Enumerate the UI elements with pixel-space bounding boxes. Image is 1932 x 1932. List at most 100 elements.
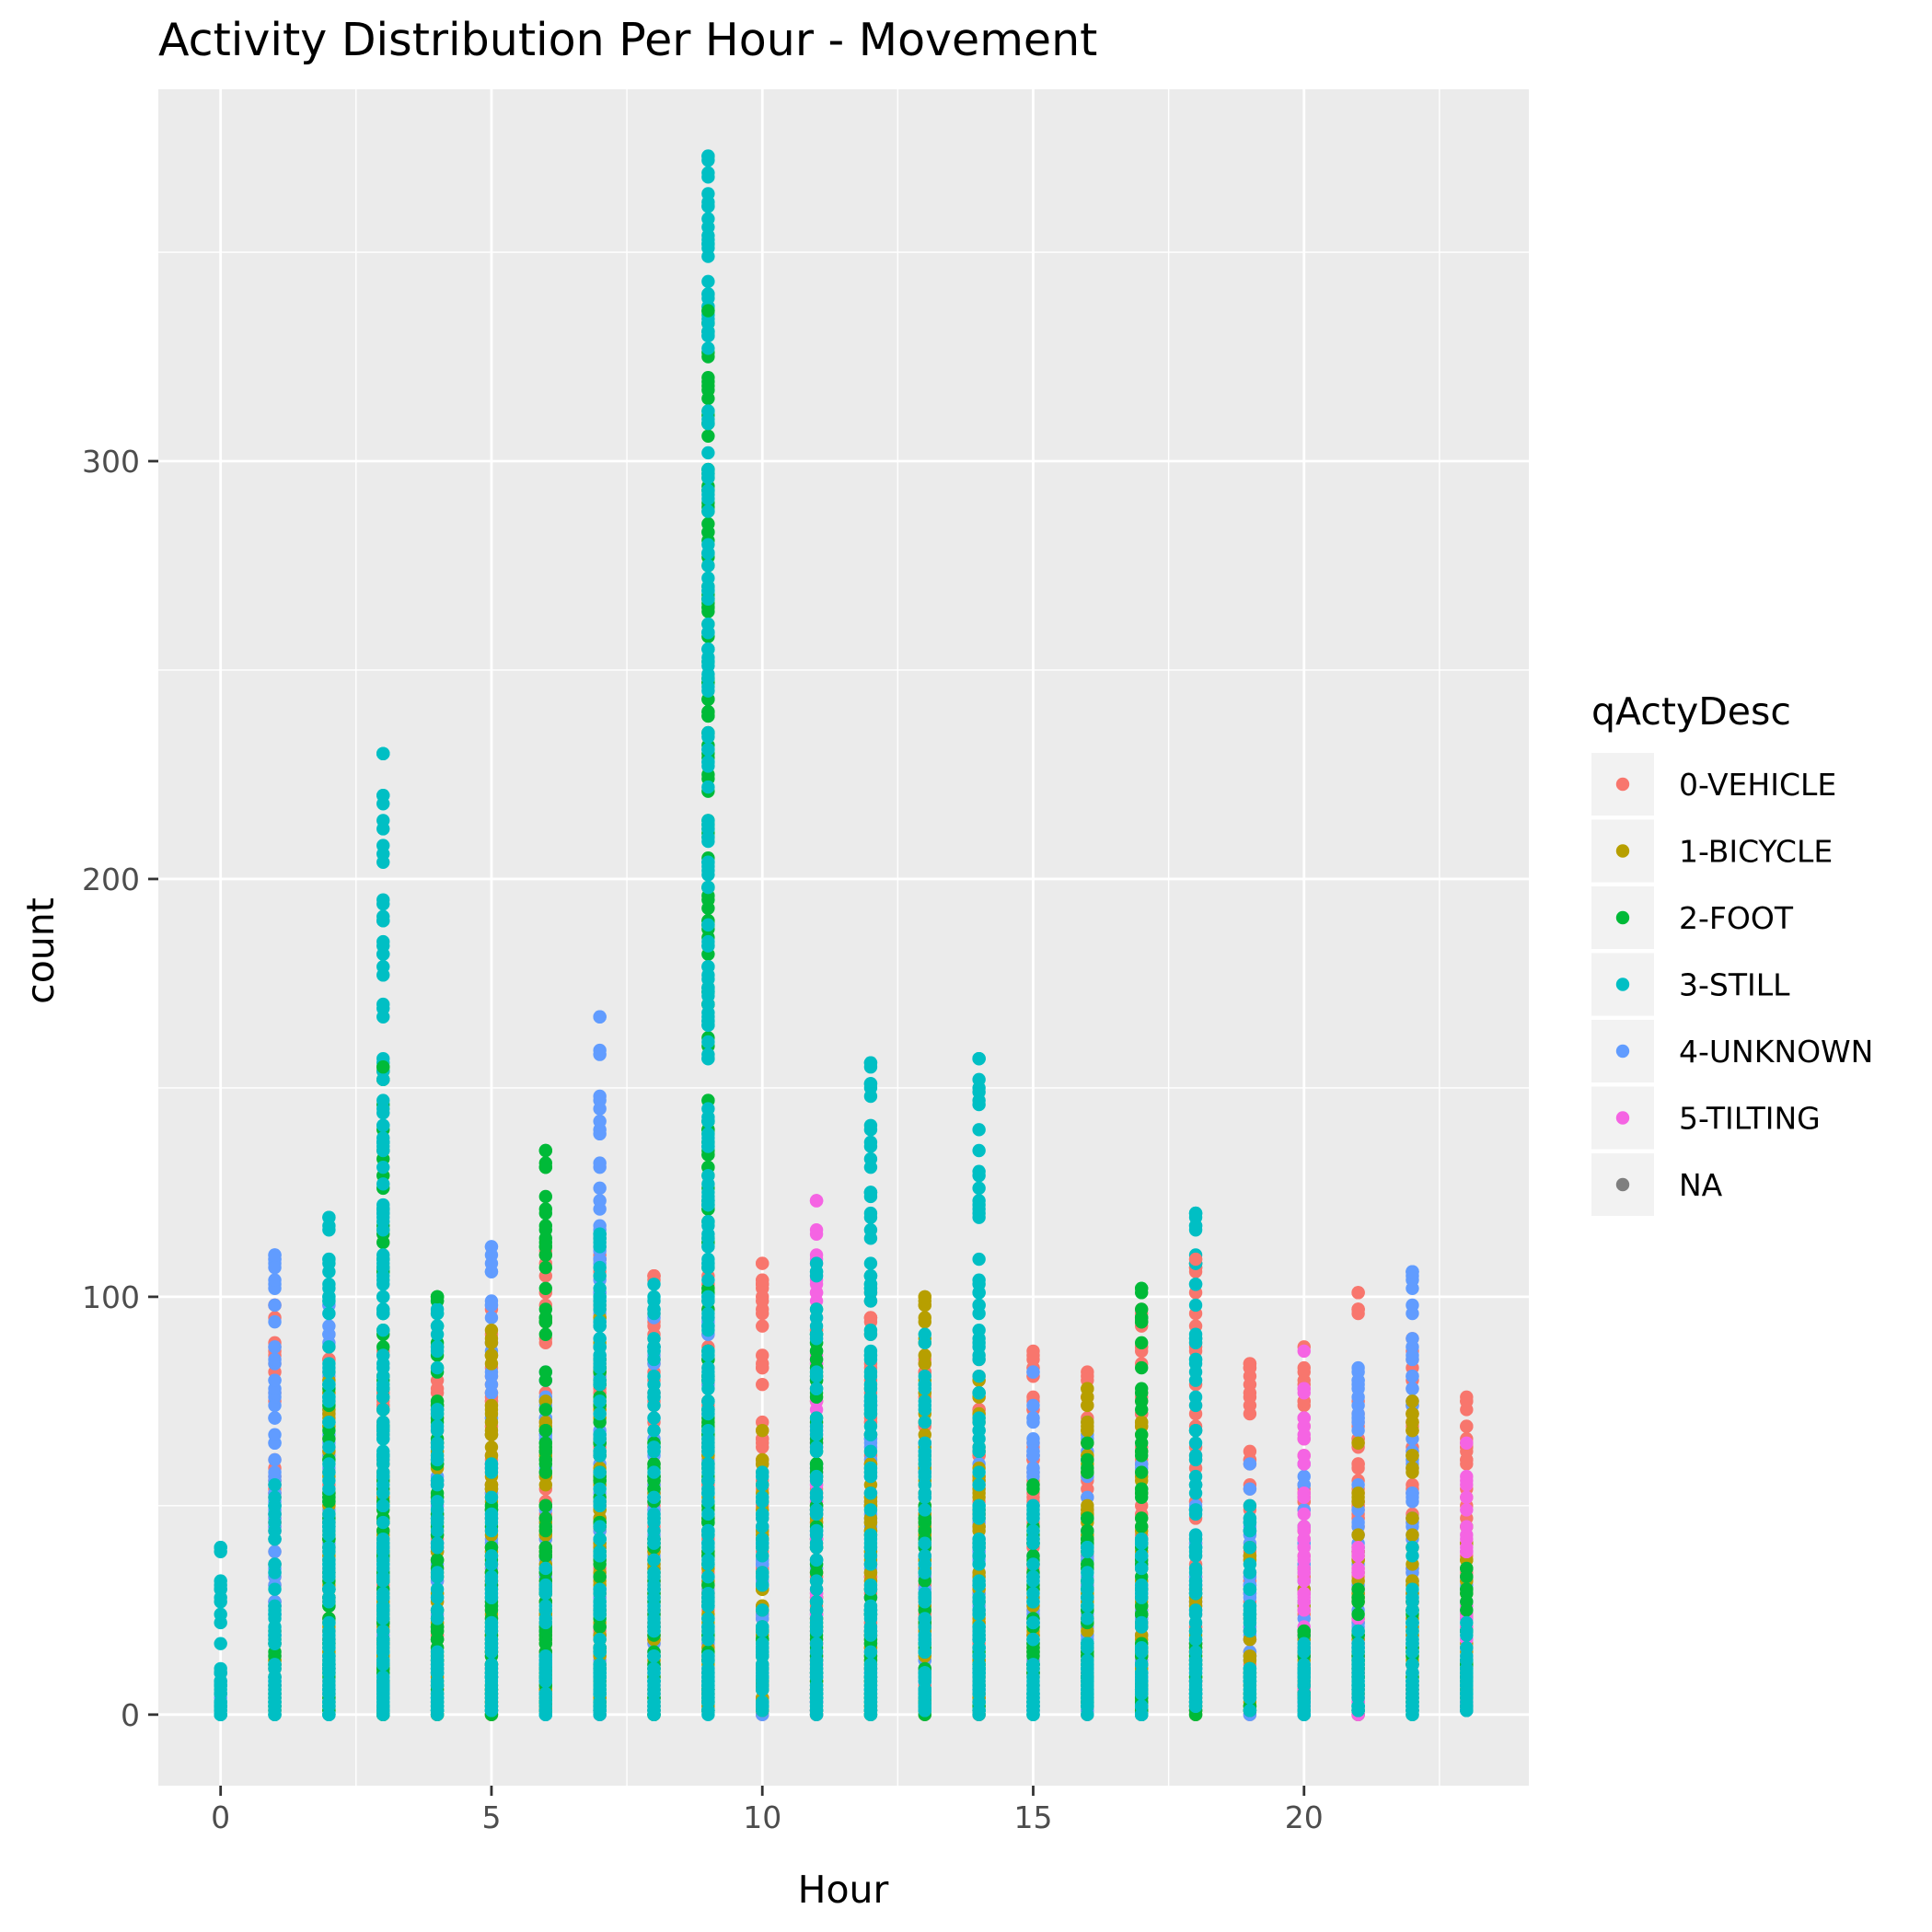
- data-point: [809, 1382, 824, 1395]
- data-point: [593, 1319, 607, 1333]
- data-point: [214, 1591, 227, 1604]
- data-point: [1134, 1336, 1149, 1350]
- data-point: [863, 1186, 878, 1199]
- data-point: [701, 725, 715, 740]
- data-point: [376, 1645, 390, 1659]
- data-point: [809, 1428, 824, 1441]
- data-point: [863, 1487, 878, 1500]
- data-point: [1081, 1452, 1094, 1467]
- data-point: [538, 1189, 553, 1204]
- data-point: [809, 1637, 824, 1650]
- data-point: [647, 1302, 661, 1316]
- data-point: [701, 671, 715, 686]
- data-point: [376, 897, 390, 911]
- data-point: [701, 416, 715, 431]
- data-point: [1026, 1449, 1040, 1463]
- data-point: [1406, 1332, 1419, 1346]
- data-point: [1026, 1645, 1040, 1659]
- data-point: [863, 1582, 878, 1596]
- data-point: [809, 1411, 824, 1425]
- data-point: [701, 1406, 715, 1421]
- data-point: [593, 1181, 607, 1196]
- data-point: [376, 1432, 390, 1446]
- data-point: [809, 1574, 824, 1588]
- data-point: [538, 1160, 553, 1174]
- data-point: [484, 1298, 499, 1313]
- data-point: [647, 1290, 661, 1304]
- data-point: [376, 947, 390, 961]
- data-point: [484, 1311, 499, 1325]
- data-point: [647, 1615, 661, 1630]
- data-point: [701, 1586, 715, 1601]
- data-point: [593, 1194, 607, 1208]
- data-point: [1297, 1541, 1311, 1555]
- data-point: [863, 1465, 878, 1479]
- data-point: [701, 1365, 715, 1379]
- data-point: [647, 1566, 661, 1579]
- data-point: [918, 1523, 931, 1538]
- data-point: [593, 1465, 607, 1479]
- data-point: [863, 1118, 878, 1132]
- data-point: [484, 1574, 499, 1588]
- data-point: [214, 1607, 227, 1622]
- data-point: [1351, 1528, 1365, 1542]
- data-point: [376, 1010, 390, 1024]
- data-point: [376, 1457, 390, 1471]
- data-point: [647, 1649, 661, 1663]
- data-point: [484, 1465, 499, 1479]
- data-point: [484, 1386, 499, 1400]
- data-point: [701, 863, 715, 878]
- data-point: [701, 1465, 715, 1479]
- data-point: [1351, 1306, 1365, 1321]
- data-point: [1243, 1649, 1257, 1663]
- data-point: [701, 1348, 715, 1362]
- data-point: [647, 1582, 661, 1596]
- data-point: [1406, 1298, 1419, 1313]
- data-point: [1460, 1532, 1474, 1546]
- data-point: [756, 1603, 769, 1617]
- data-point: [593, 1268, 607, 1283]
- data-point: [538, 1327, 553, 1341]
- data-point: [376, 1624, 390, 1638]
- data-point: [1081, 1511, 1094, 1525]
- data-point: [593, 1549, 607, 1563]
- data-point: [1297, 1507, 1311, 1521]
- data-point: [1134, 1511, 1149, 1525]
- data-point: [376, 1223, 390, 1237]
- data-point: [701, 187, 715, 201]
- data-point: [701, 504, 715, 518]
- data-point: [322, 1440, 336, 1454]
- data-point: [1026, 1432, 1040, 1446]
- data-point: [756, 1348, 769, 1362]
- data-point: [430, 1452, 445, 1467]
- data-point: [701, 1649, 715, 1663]
- data-point: [701, 1495, 715, 1509]
- data-point: [538, 1612, 553, 1625]
- data-point: [268, 1314, 282, 1329]
- data-point: [322, 1541, 336, 1555]
- data-point: [593, 1373, 607, 1387]
- data-point: [1297, 1344, 1311, 1359]
- data-point: [484, 1637, 499, 1650]
- data-point: [322, 1390, 336, 1405]
- data-point: [701, 709, 715, 723]
- data-point: [430, 1603, 445, 1617]
- data-point: [701, 1507, 715, 1521]
- data-point: [484, 1490, 499, 1504]
- data-point: [701, 968, 715, 982]
- data-point: [538, 1465, 553, 1479]
- data-point: [756, 1578, 769, 1592]
- data-point: [1460, 1490, 1474, 1504]
- data-point: [809, 1440, 824, 1454]
- data-point: [538, 1260, 553, 1275]
- data-point: [1460, 1436, 1474, 1450]
- data-point: [701, 525, 715, 539]
- data-point: [701, 199, 715, 214]
- data-point: [593, 1582, 607, 1596]
- data-point: [268, 1352, 282, 1367]
- data-point: [809, 1490, 824, 1504]
- data-point: [593, 1102, 607, 1116]
- data-point: [538, 1436, 553, 1450]
- data-point: [376, 1487, 390, 1500]
- data-point: [701, 462, 715, 477]
